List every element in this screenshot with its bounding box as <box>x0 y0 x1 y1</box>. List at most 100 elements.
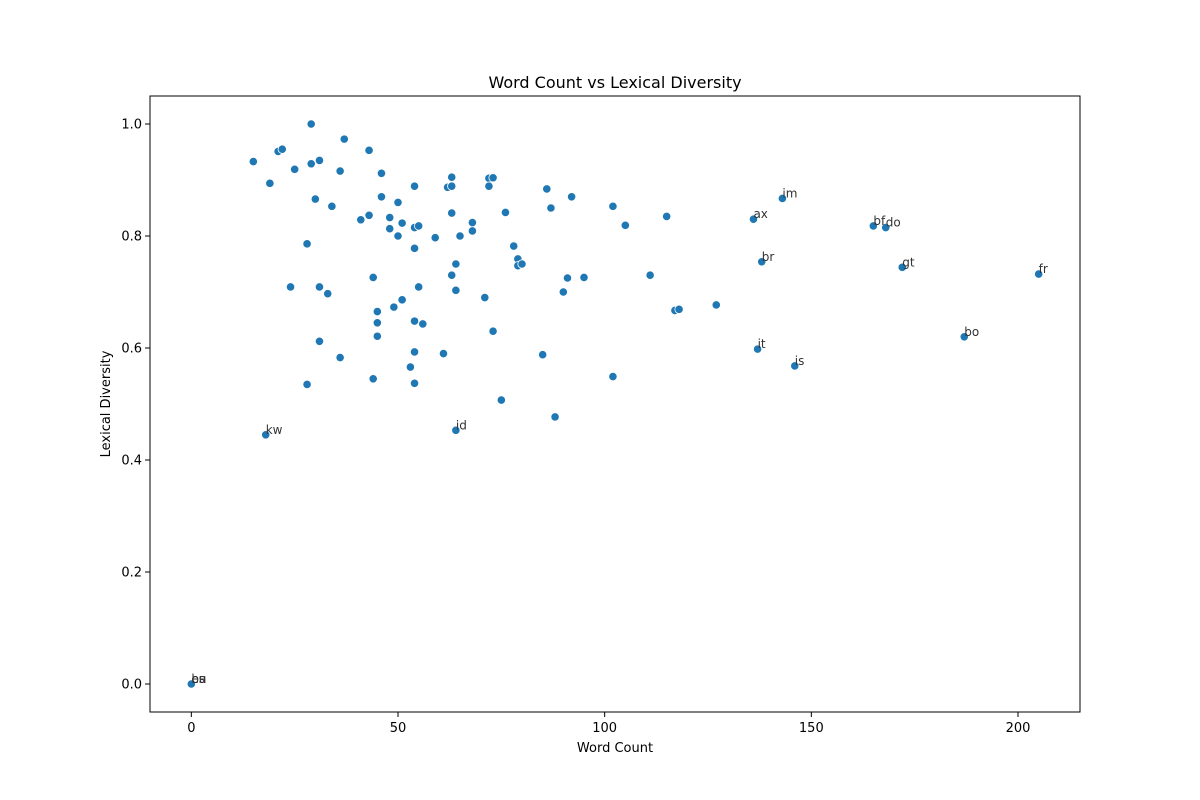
point-annotation: im <box>782 186 797 200</box>
x-tick-label: 200 <box>1006 721 1031 736</box>
point-annotation: ba <box>191 672 206 686</box>
point-annotation: fr <box>1039 262 1048 276</box>
data-point <box>314 282 325 292</box>
point-annotation: gt <box>902 255 915 269</box>
data-point <box>414 221 424 231</box>
data-point <box>868 221 878 231</box>
data-point <box>620 220 630 230</box>
data-point <box>409 181 420 191</box>
data-point <box>538 350 548 360</box>
data-point <box>376 168 387 178</box>
point-annotation: bo <box>964 325 979 339</box>
data-point <box>186 679 196 689</box>
data-point <box>438 348 449 359</box>
data-point <box>752 344 763 354</box>
data-point <box>546 203 556 213</box>
data-point <box>496 395 506 405</box>
data-point <box>447 208 457 218</box>
data-point <box>335 352 345 363</box>
y-ticks: 0.0 0.2 0.4 0.6 0.8 1.0 <box>121 118 150 693</box>
data-point <box>385 212 395 223</box>
data-point <box>397 218 407 228</box>
data-point <box>265 178 275 188</box>
data-point <box>418 319 428 329</box>
data-point <box>447 270 457 280</box>
point-annotation: kw <box>266 423 283 437</box>
data-point <box>711 300 721 310</box>
data-point <box>488 173 498 183</box>
data-point <box>777 193 788 204</box>
data-point <box>562 273 573 283</box>
data-point <box>405 362 415 372</box>
x-ticks: 0 50 100 150 200 <box>187 712 1030 736</box>
y-tick-label: 0.2 <box>121 566 142 581</box>
data-point <box>368 272 378 283</box>
data-point <box>608 371 618 382</box>
y-tick-label: 0.4 <box>121 454 142 469</box>
point-annotation: is <box>795 354 805 368</box>
data-point <box>385 224 395 234</box>
point-annotation: do <box>886 216 901 230</box>
data-point <box>897 262 907 272</box>
data-point <box>409 347 420 357</box>
data-point <box>881 223 891 233</box>
points-layer <box>186 119 1044 689</box>
data-point <box>748 214 759 224</box>
data-point <box>558 287 568 297</box>
data-point <box>306 159 316 169</box>
data-point <box>314 155 325 165</box>
data-point <box>368 374 378 384</box>
x-tick-label: 150 <box>799 721 824 736</box>
point-annotation: eu <box>191 672 206 686</box>
data-point <box>285 282 296 292</box>
point-annotation: ax <box>753 207 767 221</box>
point-annotation: es <box>191 672 205 686</box>
data-point <box>248 156 258 167</box>
data-point <box>451 285 461 295</box>
data-point <box>480 292 490 303</box>
data-point <box>372 318 382 328</box>
data-point <box>364 145 374 155</box>
x-axis-label: Word Count <box>577 741 653 756</box>
data-point <box>488 326 498 336</box>
data-point <box>372 331 382 341</box>
data-point <box>455 231 465 241</box>
point-annotation: bf <box>873 214 886 228</box>
data-point <box>1034 269 1044 279</box>
data-point <box>356 215 366 225</box>
point-annotation: it <box>758 337 766 351</box>
data-point <box>389 302 399 312</box>
chart-title: Word Count vs Lexical Diversity <box>488 73 741 92</box>
data-point <box>484 181 494 191</box>
data-point <box>290 164 300 174</box>
data-point <box>335 166 345 176</box>
y-tick-label: 0.8 <box>121 230 142 245</box>
data-point <box>393 197 403 207</box>
y-tick-label: 0.0 <box>121 678 142 693</box>
data-point <box>376 192 387 202</box>
x-tick-label: 100 <box>592 721 617 736</box>
y-tick-label: 1.0 <box>121 118 142 133</box>
data-point <box>447 181 457 191</box>
data-point <box>645 270 655 280</box>
data-point <box>323 289 333 299</box>
data-point <box>409 316 420 326</box>
data-point <box>393 231 403 241</box>
data-point <box>959 332 969 342</box>
data-point <box>261 430 271 440</box>
y-axis-label: Lexical Diversity <box>99 350 114 457</box>
data-point <box>306 119 316 129</box>
data-point <box>757 257 767 267</box>
data-point <box>467 226 477 236</box>
data-point <box>566 192 577 202</box>
data-point <box>467 217 477 228</box>
data-point <box>372 306 382 317</box>
data-point <box>339 134 349 144</box>
data-point <box>579 272 589 283</box>
data-point <box>550 412 560 422</box>
data-point <box>790 361 800 371</box>
data-point <box>397 295 407 305</box>
data-point <box>608 201 618 211</box>
